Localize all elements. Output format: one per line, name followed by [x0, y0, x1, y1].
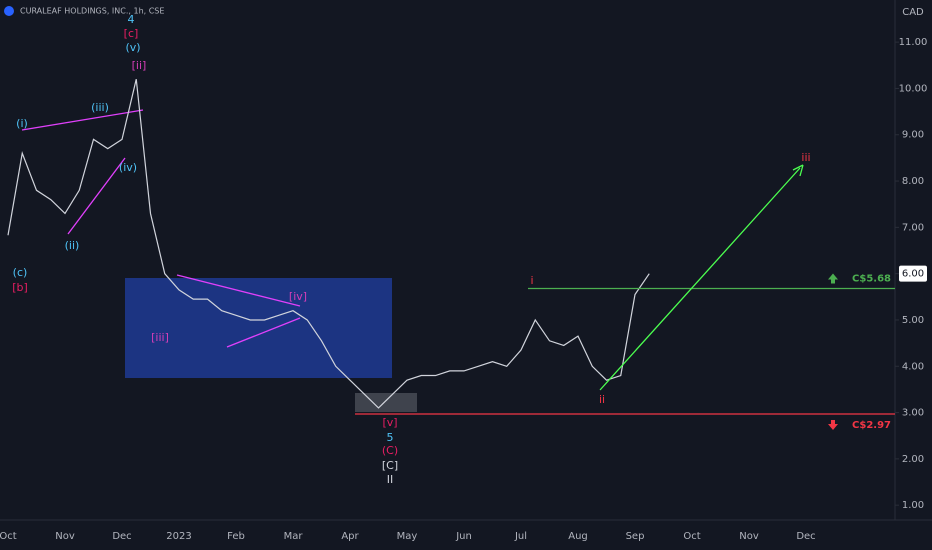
wave-label: (c)	[13, 266, 28, 279]
x-tick-label: Sep	[626, 531, 645, 542]
y-tick-label: 11.00	[899, 37, 928, 48]
x-tick-label: Nov	[55, 531, 75, 542]
wave-label: [c]	[124, 27, 139, 40]
last-price-box	[899, 265, 927, 282]
trend-line	[226, 317, 301, 348]
trend-line	[21, 109, 144, 131]
y-tick-label: 1.00	[902, 500, 924, 511]
zone-box	[355, 393, 417, 412]
wave-label: II	[387, 473, 394, 486]
wave-label: [ii]	[132, 59, 147, 72]
projection-arrow	[792, 164, 804, 177]
y-tick-label: 2.00	[902, 454, 924, 465]
x-tick-label: Mar	[284, 531, 304, 542]
y-tick-label: 3.00	[902, 408, 924, 419]
wave-label: [b]	[12, 281, 28, 294]
x-tick-label: Feb	[227, 531, 245, 542]
zone-box	[125, 278, 392, 378]
wave-label: (i)	[16, 117, 28, 130]
projection-line	[599, 167, 801, 391]
wave-label: (iii)	[91, 101, 109, 114]
wave-label: [iv]	[289, 290, 307, 303]
wave-label: (iv)	[119, 161, 137, 174]
level-label: C$2.97	[852, 420, 891, 431]
wave-label: iii	[801, 151, 810, 164]
currency: CAD	[902, 7, 924, 18]
level-label: C$5.68	[852, 273, 891, 284]
x-tick-label: Jun	[455, 531, 472, 542]
wave-label: i	[530, 274, 533, 287]
wave-label: [C]	[382, 459, 398, 472]
y-tick-label: 4.00	[902, 361, 924, 372]
x-tick-label: Jul	[514, 531, 527, 542]
wave-label: [iii]	[151, 331, 169, 344]
wave-label: [v]	[382, 416, 397, 429]
wave-label: 4	[128, 13, 135, 26]
x-tick-label: Aug	[568, 531, 588, 542]
wave-label: ii	[599, 393, 605, 406]
x-tick-label: Dec	[796, 531, 815, 542]
trend-line	[67, 157, 126, 235]
y-tick-label: 9.00	[902, 130, 924, 141]
wave-label: 5	[387, 431, 394, 444]
y-tick-label: 8.00	[902, 176, 924, 187]
chart-title: CURALEAF HOLDINGS, INC., 1h, CSE	[20, 7, 164, 16]
y-tick-label: 7.00	[902, 222, 924, 233]
wave-label: (v)	[125, 41, 140, 54]
level-arrow	[828, 273, 838, 284]
price-line	[7, 79, 650, 409]
wave-label: (ii)	[65, 239, 80, 252]
last-price-label: 6.00	[902, 269, 924, 280]
x-tick-label: Nov	[739, 531, 759, 542]
x-tick-label: 2023	[166, 531, 191, 542]
x-tick-label: May	[397, 531, 418, 542]
level-arrow	[828, 419, 838, 430]
symbol-icon	[4, 6, 14, 16]
y-tick-label: 5.00	[902, 315, 924, 326]
x-tick-label: Oct	[683, 531, 700, 542]
trend-line	[176, 274, 301, 307]
x-tick-label: Dec	[112, 531, 131, 542]
x-tick-label: Apr	[341, 531, 359, 542]
wave-label: (C)	[382, 444, 398, 457]
y-tick-label: 10.00	[899, 83, 928, 94]
x-tick-label: Oct	[0, 531, 17, 542]
